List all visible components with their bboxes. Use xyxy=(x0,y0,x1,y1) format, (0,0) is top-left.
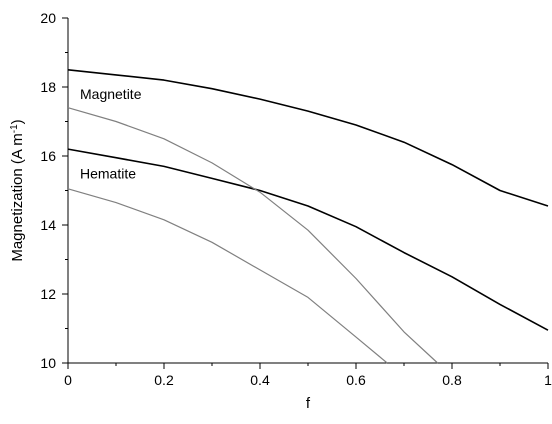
y-tick-label: 20 xyxy=(40,10,56,26)
series-line-3 xyxy=(67,107,439,364)
y-tick-label: 12 xyxy=(40,286,56,302)
y-tick-label: 16 xyxy=(40,148,56,164)
y-tick-label: 10 xyxy=(40,355,56,371)
series-line-4 xyxy=(67,188,388,364)
annotation-layer: Magnetite Hematite xyxy=(80,86,142,181)
x-axis-title: f xyxy=(306,395,311,412)
series-line-2 xyxy=(67,148,549,331)
y-tick-label: 14 xyxy=(40,217,56,233)
series-layer xyxy=(67,69,549,364)
x-tick-label: 0.6 xyxy=(346,372,366,388)
y-axis-title-superscript: -1 xyxy=(9,124,20,133)
annotation-label: Magnetite xyxy=(80,86,142,102)
x-tick-label: 0.2 xyxy=(154,372,174,388)
y-axis-title-main: Magnetization (A m xyxy=(9,133,26,261)
x-tick-label: 0.8 xyxy=(442,372,462,388)
y-tick-label: 18 xyxy=(40,79,56,95)
x-tick-label: 0 xyxy=(64,372,72,388)
x-tick-label: 0.4 xyxy=(250,372,270,388)
x-tick-label: 1 xyxy=(544,372,552,388)
y-axis-title-close: ) xyxy=(9,119,26,124)
annotation-label: Hematite xyxy=(80,165,136,181)
axes: 0 0.2 0.4 0.6 0.8 1 10 12 14 16 18 20 xyxy=(40,10,552,388)
y-axis-title: Magnetization (A m-1) xyxy=(9,119,27,261)
series-line-1 xyxy=(67,69,549,207)
